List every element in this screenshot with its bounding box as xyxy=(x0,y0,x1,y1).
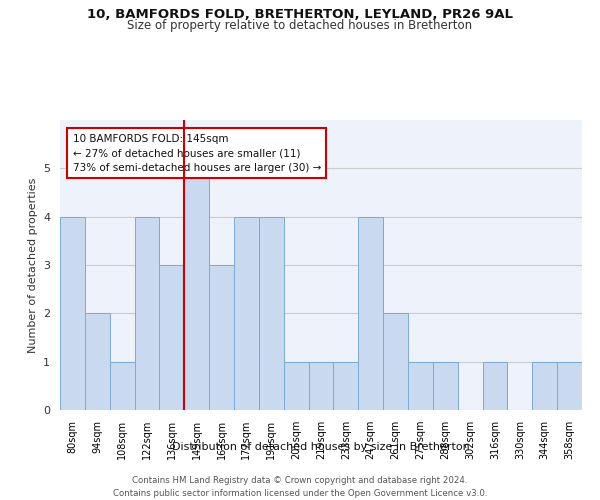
Y-axis label: Number of detached properties: Number of detached properties xyxy=(28,178,38,352)
Bar xyxy=(160,265,184,410)
Text: Contains HM Land Registry data © Crown copyright and database right 2024.
Contai: Contains HM Land Registry data © Crown c… xyxy=(113,476,487,498)
Text: Size of property relative to detached houses in Bretherton: Size of property relative to detached ho… xyxy=(127,18,473,32)
Bar xyxy=(110,362,134,410)
Text: 10 BAMFORDS FOLD: 145sqm
← 27% of detached houses are smaller (11)
73% of semi-d: 10 BAMFORDS FOLD: 145sqm ← 27% of detach… xyxy=(73,134,321,173)
Bar xyxy=(557,362,582,410)
Bar xyxy=(358,216,383,410)
Bar xyxy=(532,362,557,410)
Bar xyxy=(284,362,308,410)
Bar xyxy=(482,362,508,410)
Bar xyxy=(433,362,458,410)
Bar xyxy=(234,216,259,410)
Bar xyxy=(209,265,234,410)
Bar xyxy=(383,314,408,410)
Bar xyxy=(60,216,85,410)
Bar xyxy=(259,216,284,410)
Bar xyxy=(334,362,358,410)
Bar xyxy=(134,216,160,410)
Bar xyxy=(308,362,334,410)
Bar xyxy=(85,314,110,410)
Text: Distribution of detached houses by size in Bretherton: Distribution of detached houses by size … xyxy=(172,442,470,452)
Text: 10, BAMFORDS FOLD, BRETHERTON, LEYLAND, PR26 9AL: 10, BAMFORDS FOLD, BRETHERTON, LEYLAND, … xyxy=(87,8,513,20)
Bar xyxy=(408,362,433,410)
Bar xyxy=(184,168,209,410)
